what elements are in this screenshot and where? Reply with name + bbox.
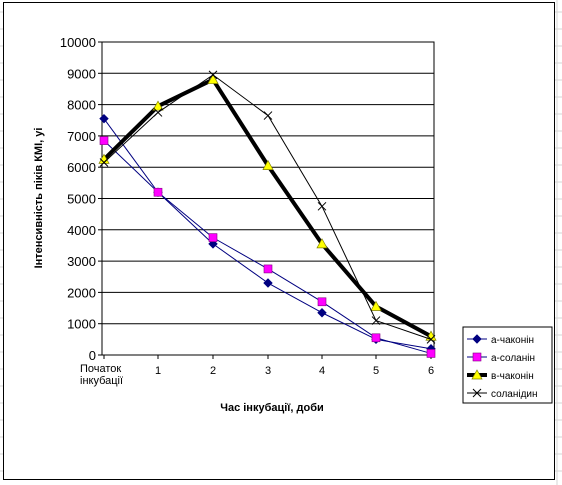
- data-point: [208, 70, 218, 80]
- data-point: [317, 201, 327, 211]
- data-point: [426, 349, 436, 358]
- data-point: [371, 316, 381, 325]
- y-tick-label: 5000: [67, 192, 96, 207]
- data-point: [152, 100, 164, 111]
- y-tick-label: 0: [89, 348, 96, 363]
- x-tick-label: 2: [210, 365, 216, 377]
- data-point: [371, 333, 381, 343]
- legend-marker: [472, 334, 482, 344]
- line-chart: 0 1000 2000 3000 4000 5000 6000 7000 8000 9000 100…: [33, 35, 553, 414]
- x-tick-label: 6: [428, 365, 434, 377]
- data-point: [153, 187, 163, 197]
- legend-label: в-чаконін: [491, 371, 534, 382]
- data-point: [426, 334, 436, 344]
- x-tick-label: 3: [265, 365, 271, 377]
- y-tick-label: 2000: [67, 285, 96, 300]
- x-tick-label: 5: [373, 365, 379, 377]
- legend: а-чаконін а-соланін в-чаконін соланідин: [462, 326, 553, 404]
- x-tick-label: 4: [319, 365, 325, 377]
- data-point: [208, 233, 218, 242]
- data-point: [153, 108, 163, 117]
- chart-area[interactable]: 0 1000 2000 3000 4000 5000 6000 7000 8000 9000 100…: [3, 2, 555, 480]
- y-tick-label: 1000: [67, 317, 96, 332]
- data-point: [317, 297, 327, 307]
- x-tick-label: Початок: [80, 363, 121, 375]
- data-point: [99, 136, 109, 145]
- legend-label: а-соланін: [491, 353, 535, 364]
- data-point: [99, 158, 109, 167]
- legend-marker: [472, 388, 482, 398]
- legend-marker: [471, 369, 483, 380]
- series-line: [102, 77, 432, 338]
- data-point: [263, 111, 273, 120]
- series-2: [99, 136, 436, 358]
- data-point: [263, 278, 273, 288]
- legend-label: а-чаконін: [491, 335, 534, 346]
- series-4: [99, 70, 436, 344]
- data-point: [99, 113, 109, 124]
- data-point: [98, 153, 110, 164]
- y-tick-label: 7000: [67, 129, 96, 144]
- x-tick-label: інкубації: [80, 375, 123, 387]
- data-point: [207, 73, 219, 84]
- x-axis-title: Час інкубації, доби: [220, 402, 324, 414]
- x-tick-label: 1: [155, 365, 161, 377]
- series-line: [103, 140, 432, 354]
- legend-marker: [472, 352, 482, 362]
- series-line: [103, 118, 432, 350]
- series-1: [99, 113, 436, 354]
- y-tick-label: 8000: [67, 98, 96, 113]
- y-tick-label: 9000: [67, 66, 96, 81]
- data-point: [370, 300, 382, 311]
- data-point: [262, 159, 274, 170]
- legend-label: соланідин: [491, 389, 538, 400]
- data-point: [317, 308, 327, 318]
- y-tick-label: 3000: [67, 254, 96, 269]
- data-point: [316, 238, 328, 249]
- y-tick-label: 6000: [67, 160, 96, 175]
- y-tick-label: 10000: [60, 35, 96, 50]
- data-point: [263, 264, 273, 274]
- y-axis-title: Інтенсивність піків КМІ, уі: [33, 128, 45, 269]
- y-tick-label: 4000: [67, 223, 96, 238]
